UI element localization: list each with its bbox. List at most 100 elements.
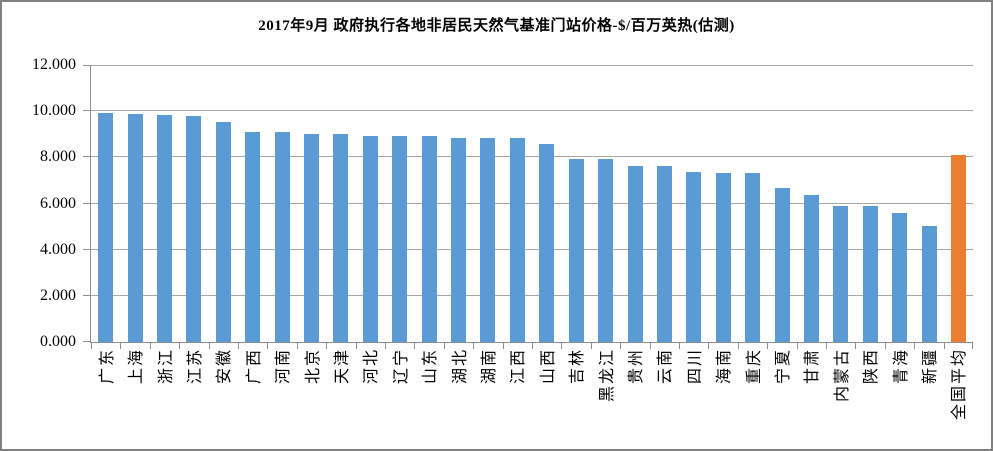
bar-安徽 <box>215 122 231 342</box>
bar-宁夏 <box>774 187 790 342</box>
bar-上海 <box>127 113 143 342</box>
x-axis-tick <box>355 343 357 349</box>
x-axis-label: 山西 <box>539 348 557 385</box>
x-axis-labels: 广东 上海 浙江 江苏 安徽 广西 河南 北京 天津 河北 辽宁 山东 湖北 湖南 江西 山西 吉林 黑龙江 贵州云… <box>90 348 972 447</box>
bar-广东 <box>98 113 114 342</box>
bar-slot <box>120 65 149 342</box>
bar-slot <box>385 65 414 342</box>
bar-slot <box>91 65 120 342</box>
bar-湖南 <box>480 137 496 342</box>
y-axis-tick <box>83 156 90 158</box>
bar-slot <box>356 65 385 342</box>
x-axis-label: 湖南 <box>480 348 498 385</box>
x-axis-label: 河南 <box>275 348 293 385</box>
bar-辽宁 <box>392 135 408 342</box>
x-axis-tick <box>767 343 769 349</box>
x-axis-tick <box>443 343 445 349</box>
x-axis-label: 河北 <box>363 348 381 385</box>
x-label-slot: 安徽 <box>208 348 237 447</box>
y-axis-tick <box>83 202 90 204</box>
x-axis-tick <box>473 343 475 349</box>
x-axis-label: 上海 <box>128 348 146 385</box>
y-axis-tick <box>83 341 90 342</box>
y-axis-labels: 0.000 2.000 4.000 6.000 8.000 10.000 12.000 <box>2 56 82 350</box>
bar-slot <box>444 65 473 342</box>
x-label-slot: 全国平均 <box>943 348 972 447</box>
bar-slot <box>738 65 767 342</box>
bar-山东 <box>421 135 437 342</box>
bar-吉林 <box>568 159 584 342</box>
x-axis-label: 山东 <box>422 348 440 385</box>
bar-slot <box>562 65 591 342</box>
x-axis-tick <box>208 343 210 349</box>
bar-slot <box>826 65 855 342</box>
bar-天津 <box>333 134 349 342</box>
x-label-slot: 山东 <box>413 348 442 447</box>
bar-湖北 <box>451 137 467 342</box>
bar-浙江 <box>157 114 173 342</box>
x-axis-tick <box>502 343 504 349</box>
x-axis-tick <box>914 343 916 349</box>
y-axis-label: 10.000 <box>32 102 76 120</box>
bar-四川 <box>686 171 702 342</box>
x-axis-label: 陕西 <box>863 348 881 385</box>
x-label-slot: 青海 <box>884 348 913 447</box>
x-label-slot: 甘肃 <box>796 348 825 447</box>
bar-slot <box>709 65 738 342</box>
x-axis-tick <box>855 343 857 349</box>
x-label-slot: 新疆 <box>913 348 942 447</box>
x-axis-tick <box>943 343 945 349</box>
bar-贵州 <box>627 165 643 342</box>
bar-slot <box>150 65 179 342</box>
y-axis-label: 12.000 <box>32 56 76 73</box>
bar-海南 <box>715 173 731 342</box>
x-axis-tick <box>267 343 269 349</box>
x-label-slot: 广西 <box>237 348 266 447</box>
gridline <box>91 110 973 112</box>
x-label-slot: 山西 <box>531 348 560 447</box>
x-label-slot: 宁夏 <box>766 348 795 447</box>
x-axis-label: 江苏 <box>186 348 204 385</box>
y-axis-label: 2.000 <box>40 286 76 304</box>
y-axis-tick <box>83 248 90 250</box>
x-axis-tick <box>737 343 739 349</box>
x-label-slot: 浙江 <box>149 348 178 447</box>
x-label-slot: 江西 <box>502 348 531 447</box>
x-axis-tick <box>179 343 181 349</box>
plot-area <box>83 65 973 349</box>
y-axis-label: 8.000 <box>40 148 76 166</box>
x-axis-label: 安徽 <box>216 348 234 385</box>
bar-slot <box>914 65 943 342</box>
x-axis-tick <box>120 343 122 349</box>
x-axis-tick <box>649 343 651 349</box>
bar-slot <box>297 65 326 342</box>
bar-slot <box>209 65 238 342</box>
x-axis-label: 广西 <box>245 348 263 385</box>
bar-河北 <box>362 135 378 342</box>
gridline <box>91 294 973 296</box>
bar-slot <box>414 65 443 342</box>
x-label-slot: 黑龙江 <box>590 348 619 447</box>
x-axis-tick <box>561 343 563 349</box>
x-axis-tick <box>826 343 827 349</box>
x-label-slot: 吉林 <box>561 348 590 447</box>
x-axis-tick <box>972 343 973 349</box>
x-label-slot: 重庆 <box>737 348 766 447</box>
x-axis-tick <box>532 343 533 349</box>
chart-title: 2017年9月 政府执行各地非居民天然气基准门站价格-$/百万英热(估测) <box>258 18 735 34</box>
bar-青海 <box>892 213 908 342</box>
x-axis-tick <box>326 343 328 349</box>
y-axis-label: 6.000 <box>40 194 76 212</box>
x-axis-label: 青海 <box>892 348 910 385</box>
x-label-slot: 天津 <box>325 348 354 447</box>
gridline <box>91 156 973 158</box>
y-axis-label: 0.000 <box>40 333 76 350</box>
bar-新疆 <box>921 226 937 342</box>
bar-slot <box>620 65 649 342</box>
bar-slot <box>326 65 355 342</box>
x-label-slot: 北京 <box>296 348 325 447</box>
x-axis-tick <box>678 343 680 349</box>
y-axis-tick <box>83 65 90 66</box>
bar-广西 <box>245 132 261 342</box>
x-axis-tick <box>590 343 592 349</box>
